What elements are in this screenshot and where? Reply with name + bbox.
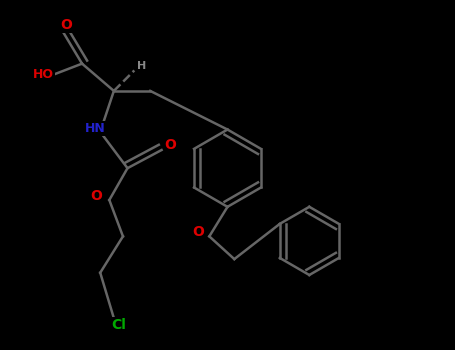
Text: O: O bbox=[91, 189, 102, 203]
Text: HN: HN bbox=[84, 122, 105, 135]
Text: O: O bbox=[165, 139, 177, 153]
Text: HO: HO bbox=[33, 69, 54, 82]
Text: Cl: Cl bbox=[111, 318, 126, 332]
Text: H: H bbox=[136, 61, 146, 71]
Text: O: O bbox=[192, 225, 204, 239]
Text: O: O bbox=[60, 18, 72, 32]
